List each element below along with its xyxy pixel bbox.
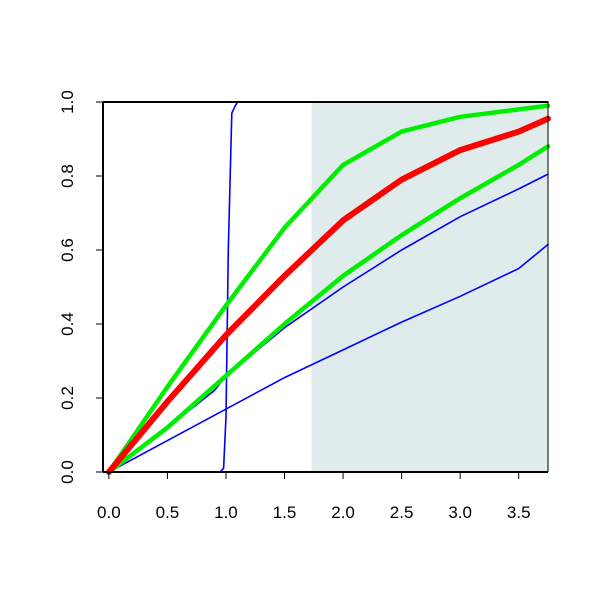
x-tick-label: 2.5	[390, 503, 414, 522]
x-tick-label: 3.5	[507, 503, 531, 522]
y-tick-label: 0.6	[58, 238, 77, 262]
plot-area	[105, 101, 551, 475]
x-tick-label: 2.0	[331, 503, 355, 522]
y-tick-label: 0.2	[58, 386, 77, 410]
series-line-3	[106, 144, 551, 475]
series-line-0	[108, 243, 549, 473]
y-tick-label: 1.0	[58, 90, 77, 114]
y-tick-label: 0.4	[58, 312, 77, 336]
series-line-5	[105, 115, 551, 475]
axes: 0.0 0.5 1.0 1.5 2.0 2.5 3.0 3.5 0.0 0.2 0.4 0.6 0.8 1…	[58, 90, 549, 522]
x-tick-label: 1.5	[273, 503, 297, 522]
y-tick-label: 0.8	[58, 164, 77, 188]
x-tick-label: 0.0	[97, 503, 121, 522]
x-tick-label: 0.5	[156, 503, 180, 522]
series-line-4	[106, 103, 551, 475]
x-tick-label: 1.0	[214, 503, 238, 522]
shaded-region	[311, 102, 548, 472]
y-tick-label: 0.0	[58, 460, 77, 484]
x-tick-label: 3.0	[448, 503, 472, 522]
